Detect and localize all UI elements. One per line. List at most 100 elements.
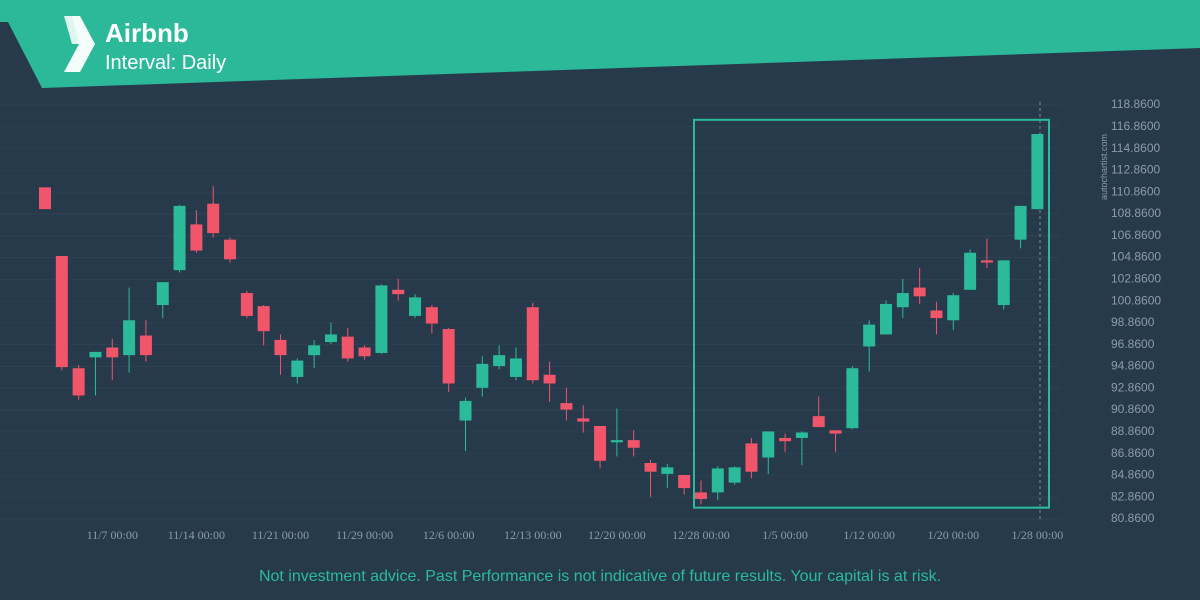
candle-body [728,467,741,483]
y-tick-label: 118.8600 [1111,97,1160,111]
candle-body [257,306,270,332]
candle-body [375,285,388,353]
candle-body [392,289,405,295]
y-tick-label: 110.8600 [1111,184,1160,198]
y-tick-label: 114.8600 [1111,141,1160,155]
x-tick-label: 12/6 00:00 [423,528,475,542]
y-tick-label: 84.8600 [1111,468,1155,482]
candle-body [880,303,892,335]
header-band [0,0,1200,88]
candle-body [610,440,623,443]
candle-body [846,368,859,429]
y-tick-label: 102.8600 [1111,271,1161,285]
candle-body [863,324,876,347]
candle-body [224,239,237,260]
y-tick-label: 104.8600 [1111,250,1161,264]
candle-body [139,335,152,356]
x-tick-label: 1/12 00:00 [843,528,895,542]
candle-body [711,468,724,493]
candle-body [1031,133,1044,210]
x-tick-label: 1/5 00:00 [762,528,808,542]
candle-body [930,310,943,319]
candle-body [526,307,539,381]
candle-body [442,328,455,384]
candle-body [913,287,926,297]
candle-body [341,336,354,359]
candle-body [358,347,371,357]
candle-body [997,260,1010,306]
candle-body [324,334,337,343]
candle-body [476,363,489,388]
disclaimer: Not investment advice. Past Performance … [259,568,941,585]
y-tick-label: 96.8600 [1111,337,1155,351]
header-subtitle: Interval: Daily [105,52,226,74]
y-tick-label: 98.8600 [1111,315,1155,329]
y-tick-label: 88.8600 [1111,424,1155,438]
candle-body [240,293,253,316]
candle-body [156,282,169,306]
candle-body [947,295,960,321]
y-tick-label: 92.8600 [1111,380,1155,394]
candle-body [459,400,472,421]
candle-body [425,307,438,324]
candle-body [106,347,119,358]
candle-body [543,374,556,384]
y-tick-label: 94.8600 [1111,359,1155,373]
candle-body [627,440,640,448]
candle-body [694,492,707,499]
candle-body [409,297,422,316]
candle-body [173,205,186,271]
logo [64,16,95,72]
y-tick-label: 82.8600 [1111,489,1155,503]
candle-body [560,403,573,410]
candle-body [190,224,203,251]
candle-body [964,252,977,290]
x-tick-label: 11/29 00:00 [336,528,393,542]
header-title: Airbnb [105,18,189,48]
candle-body [274,339,287,356]
y-tick-label: 100.8600 [1111,293,1161,307]
y-tick-label: 86.8600 [1111,446,1155,460]
candle-body [644,463,657,472]
candle-body [308,345,321,356]
candle-body [829,430,842,434]
candle-body [207,203,220,234]
candle-body [779,437,792,442]
x-tick-label: 1/20 00:00 [927,528,979,542]
candle-body [896,293,909,308]
candle-body [509,358,522,377]
candle-body [812,416,825,428]
candle-body [594,425,607,461]
candle-body [762,431,775,458]
candle-body [493,355,506,367]
x-tick-label: 1/28 00:00 [1012,528,1064,542]
candle-body [980,260,993,263]
pattern-box [693,118,1050,509]
candle-body [291,360,304,377]
y-tick-label: 108.8600 [1111,206,1161,220]
candle-body [577,418,590,422]
candle-body [795,432,808,438]
candle-body [55,256,68,368]
candle-body [1014,205,1027,240]
x-tick-label: 12/20 00:00 [588,528,646,542]
y-tick-label: 116.8600 [1111,119,1160,133]
candle-body [661,467,674,474]
y-tick-label: 90.8600 [1111,402,1155,416]
x-tick-label: 11/7 00:00 [87,528,138,542]
watermark: autochartist.com [1099,134,1109,200]
candle-body [39,187,51,210]
candle-body [72,368,85,396]
y-tick-label: 106.8600 [1111,228,1161,242]
x-tick-label: 12/28 00:00 [672,528,730,542]
candle-body [123,320,136,356]
x-tick-label: 11/21 00:00 [252,528,309,542]
x-tick-label: 11/14 00:00 [168,528,225,542]
candle-body [678,474,691,489]
y-tick-label: 80.8600 [1111,511,1155,525]
candle-body [745,443,758,472]
x-tick-label: 12/13 00:00 [504,528,562,542]
y-tick-label: 112.8600 [1111,163,1160,177]
candle-body [89,351,102,358]
